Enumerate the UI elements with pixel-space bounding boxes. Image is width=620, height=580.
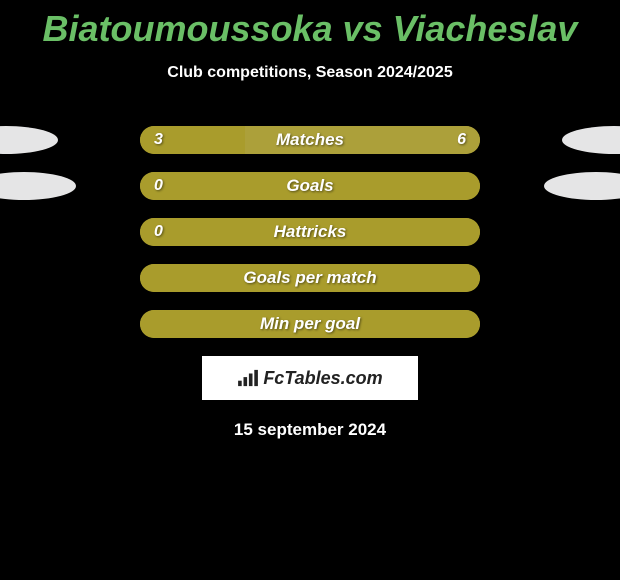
player-oval-right: [544, 172, 620, 200]
brand-text: FcTables.com: [263, 368, 382, 389]
player-oval-left: [0, 172, 76, 200]
stat-bar-track: 0Hattricks: [140, 218, 480, 246]
stat-row: 36Matches: [0, 126, 620, 154]
stat-rows-container: 36Matches 0Goals 0Hattricks Goals per match…: [0, 126, 620, 338]
comparison-title: Biatoumoussoka vs Viacheslav: [0, 0, 620, 50]
stat-row: 0Hattricks: [0, 218, 620, 246]
stat-label: Min per goal: [140, 310, 480, 338]
date-line: 15 september 2024: [0, 420, 620, 440]
stat-label: Goals per match: [140, 264, 480, 292]
stat-row: 0Goals: [0, 172, 620, 200]
bars-icon: [237, 369, 259, 387]
stat-label: Goals: [140, 172, 480, 200]
stat-bar-track: 0Goals: [140, 172, 480, 200]
stat-bar-track: 36Matches: [140, 126, 480, 154]
stat-row: Goals per match: [0, 264, 620, 292]
comparison-subtitle: Club competitions, Season 2024/2025: [0, 64, 620, 82]
stat-bar-track: Goals per match: [140, 264, 480, 292]
stat-row: Min per goal: [0, 310, 620, 338]
brand-box: FcTables.com: [202, 356, 418, 400]
player-oval-right: [562, 126, 620, 154]
brand-label: FcTables.com: [237, 368, 382, 389]
stat-bar-track: Min per goal: [140, 310, 480, 338]
stat-label: Matches: [140, 126, 480, 154]
stat-label: Hattricks: [140, 218, 480, 246]
player-oval-left: [0, 126, 58, 154]
